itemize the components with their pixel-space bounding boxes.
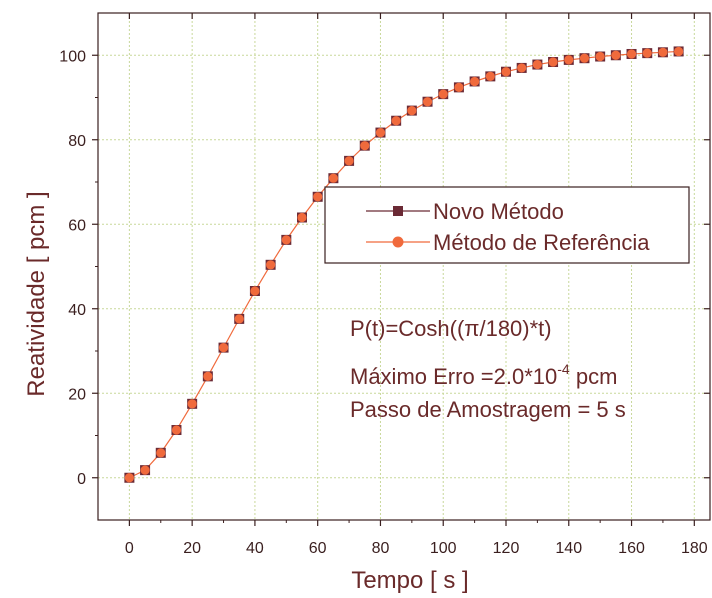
- legend: Novo Método Método de Referência: [324, 186, 690, 264]
- point-metodo-referencia: [171, 425, 182, 435]
- point-metodo-referencia: [501, 67, 511, 77]
- data-series: [124, 46, 684, 483]
- point-metodo-referencia: [297, 212, 307, 223]
- point-metodo-referencia: [281, 235, 291, 245]
- x-tick-label: 80: [372, 540, 390, 557]
- point-metodo-referencia: [375, 127, 386, 138]
- legend-marker-ref: [392, 236, 404, 248]
- point-metodo-referencia: [611, 50, 621, 60]
- annotation-error-suffix: pcm: [570, 364, 618, 389]
- x-tick-label: 100: [430, 540, 457, 557]
- point-metodo-referencia: [124, 473, 134, 483]
- y-tick-label: 60: [68, 217, 86, 234]
- point-metodo-referencia: [250, 286, 260, 296]
- annotation-formula: P(t)=Cosh((π/180)*t): [350, 316, 552, 341]
- point-metodo-referencia: [626, 49, 637, 59]
- point-metodo-referencia: [328, 173, 338, 183]
- x-tick-label: 180: [681, 540, 708, 557]
- point-metodo-referencia: [658, 47, 668, 57]
- point-metodo-referencia: [470, 76, 480, 87]
- point-metodo-referencia: [344, 156, 354, 166]
- legend-marker-novo: [393, 206, 403, 216]
- plot-frame: [97, 12, 711, 521]
- annotation-step: Passo de Amostragem = 5 s: [350, 397, 626, 422]
- grid-lines: [98, 13, 710, 520]
- point-metodo-referencia: [218, 343, 229, 353]
- y-tick-label: 0: [77, 471, 86, 488]
- legend-label-novo: Novo Método: [433, 199, 564, 224]
- point-metodo-referencia: [313, 192, 323, 202]
- y-tick-label: 80: [68, 133, 86, 150]
- x-tick-label: 0: [125, 540, 134, 557]
- x-tick-label: 120: [493, 540, 520, 557]
- legend-label-ref: Método de Referência: [433, 230, 650, 255]
- axis-ticks: 0 20 40 60 80 100 120 140 160 180 0 20 40 60 80 100: [59, 13, 710, 557]
- point-metodo-referencia: [360, 141, 370, 151]
- x-tick-label: 140: [555, 540, 582, 557]
- y-tick-label: 100: [59, 48, 86, 65]
- y-axis-title: Reatividade [ pcm ]: [23, 191, 50, 396]
- annotation-error-prefix: Máximo Erro =2.0*10: [350, 364, 557, 389]
- annotation-error-exponent: -4: [557, 361, 570, 377]
- point-metodo-referencia: [187, 399, 197, 409]
- y-tick-label: 20: [68, 386, 86, 403]
- point-metodo-referencia: [140, 465, 150, 475]
- legend-box: [324, 186, 690, 264]
- point-metodo-referencia: [642, 48, 652, 58]
- point-metodo-referencia: [674, 46, 684, 57]
- y-tick-label: 40: [68, 302, 86, 319]
- point-metodo-referencia: [579, 53, 590, 63]
- point-metodo-referencia: [391, 116, 401, 126]
- point-metodo-referencia: [203, 371, 213, 381]
- point-metodo-referencia: [266, 260, 276, 270]
- point-metodo-referencia: [234, 314, 244, 324]
- point-metodo-referencia: [548, 57, 558, 67]
- x-tick-label: 20: [183, 540, 201, 557]
- point-metodo-referencia: [407, 105, 417, 116]
- point-metodo-referencia: [438, 89, 448, 99]
- point-metodo-referencia: [595, 51, 605, 62]
- x-tick-label: 40: [246, 540, 264, 557]
- point-metodo-referencia: [454, 82, 464, 92]
- point-metodo-referencia: [156, 448, 166, 458]
- x-tick-label: 160: [618, 540, 645, 557]
- x-tick-label: 60: [309, 540, 327, 557]
- point-metodo-referencia: [564, 55, 574, 65]
- annotation-error: Máximo Erro =2.0*10-4 pcm: [350, 361, 617, 389]
- point-metodo-referencia: [422, 97, 433, 107]
- point-metodo-referencia: [517, 63, 527, 73]
- x-axis-title: Tempo [ s ]: [351, 567, 468, 594]
- point-metodo-referencia: [532, 59, 542, 70]
- point-metodo-referencia: [485, 71, 495, 81]
